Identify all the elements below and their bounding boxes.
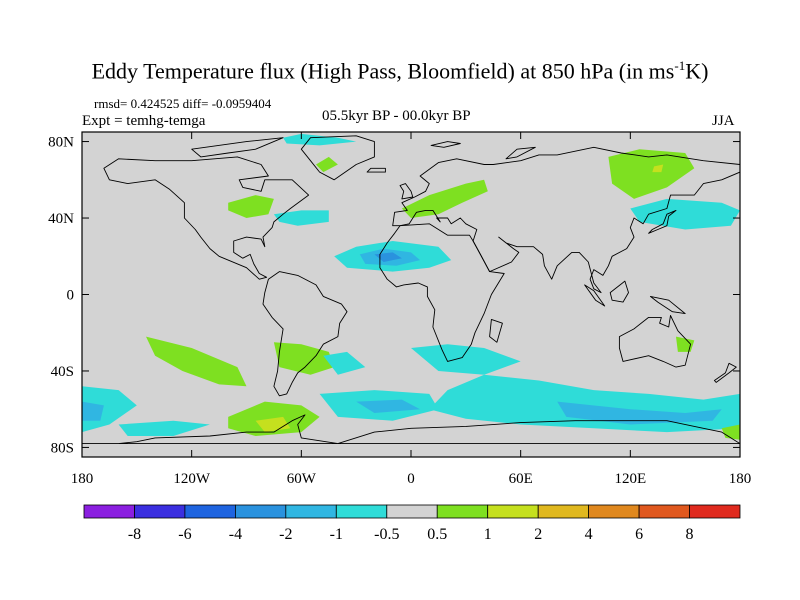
region-nw-atlantic-negative bbox=[273, 210, 329, 226]
coastline-greenland bbox=[300, 135, 375, 181]
colorbar-swatch bbox=[537, 504, 590, 519]
title-superscript: -1 bbox=[674, 58, 686, 73]
colorbar-swatch bbox=[285, 504, 337, 519]
coastline-australia bbox=[618, 315, 692, 368]
stats-label: rmsd= 0.424525 diff= -0.0959404 bbox=[94, 96, 272, 111]
y-tick-label: 80S bbox=[51, 440, 74, 456]
coastline-britain bbox=[399, 183, 414, 200]
colorbar-swatch bbox=[638, 504, 690, 519]
y-tick-label: 0 bbox=[67, 288, 75, 304]
region-s-pacific-west-core bbox=[82, 401, 104, 421]
colorbar-label: 4 bbox=[585, 526, 593, 543]
y-tick-label: 40N bbox=[48, 211, 74, 227]
chart-title: Eddy Temperature flux (High Pass, Bloomf… bbox=[0, 58, 800, 84]
colorbar-label: -1 bbox=[330, 526, 343, 543]
season-label: JJA bbox=[712, 113, 735, 129]
region-ross-sea-negative bbox=[118, 420, 210, 436]
coastline-eurasia bbox=[392, 146, 740, 294]
colorbar-label: -2 bbox=[279, 526, 292, 543]
x-tick-label: 120E bbox=[614, 471, 646, 487]
colorbar-swatch bbox=[386, 504, 438, 519]
x-tick-label: 180 bbox=[729, 471, 752, 487]
coastline-japan bbox=[648, 209, 677, 234]
region-tropical-atlantic-deep bbox=[374, 252, 402, 262]
coastline-antarctica bbox=[82, 414, 740, 445]
colorbar-swatch bbox=[436, 504, 489, 519]
colorbar-label: 8 bbox=[686, 526, 694, 543]
region-europe-positive bbox=[401, 179, 488, 218]
colorbar-label: 6 bbox=[635, 526, 643, 543]
colorbar-label: -8 bbox=[128, 526, 141, 543]
colorbar-label: 2 bbox=[534, 526, 542, 543]
coastline-arctic-islands bbox=[191, 137, 284, 158]
colorbar: -8 -6 -4 -2 -1 -0.5 0.5 1 2 4 6 8 bbox=[83, 504, 741, 543]
title-text: Eddy Temperature flux (High Pass, Bloomf… bbox=[91, 58, 675, 84]
region-greenland-positive bbox=[316, 156, 338, 173]
x-tick-label: 0 bbox=[407, 471, 415, 487]
x-tick-label: 180 bbox=[71, 471, 94, 487]
colorbar-label: 1 bbox=[484, 526, 492, 543]
colorbar-swatch bbox=[83, 504, 135, 519]
coastline-new-guinea bbox=[649, 295, 686, 315]
x-tick-label: 120W bbox=[173, 471, 211, 487]
region-siberia-core bbox=[652, 164, 664, 173]
region-nw-pacific-negative bbox=[630, 198, 740, 230]
colorbar-swatch bbox=[588, 504, 640, 519]
experiment-label: Expt = temhg-temga bbox=[82, 113, 206, 129]
coastline-svalbard bbox=[430, 141, 461, 148]
coastline-new-zealand bbox=[713, 362, 737, 383]
region-s-atlantic-south-core bbox=[356, 399, 421, 413]
colorbar-label: 0.5 bbox=[427, 526, 447, 543]
y-tick-label: 40S bbox=[51, 364, 74, 380]
coastlines bbox=[82, 135, 740, 445]
x-tick-label: 60E bbox=[509, 471, 533, 487]
coastline-south-america bbox=[262, 271, 348, 397]
region-s-indian-core bbox=[557, 401, 722, 425]
colorbar-label: -6 bbox=[178, 526, 191, 543]
region-s-pacific-positive bbox=[146, 336, 247, 387]
coastline-iceland bbox=[366, 167, 386, 173]
coastline-north-america bbox=[103, 156, 310, 280]
region-s-atlantic-negative bbox=[323, 351, 366, 375]
x-axis: 180 120W 60W 0 60E 120E 180 bbox=[71, 132, 752, 487]
colorbar-swatch bbox=[134, 504, 186, 519]
anomaly-regions bbox=[82, 133, 740, 440]
region-e-australia-positive bbox=[721, 424, 740, 440]
region-drake-core bbox=[255, 416, 291, 433]
colorbar-swatch bbox=[184, 504, 236, 519]
coastline-sumatra bbox=[584, 284, 606, 307]
region-siberia-positive bbox=[608, 149, 695, 199]
colorbar-swatch bbox=[335, 504, 388, 519]
title-end: K) bbox=[685, 58, 709, 84]
coastline-novaya-zemlya bbox=[505, 146, 536, 160]
colorbar-swatch bbox=[487, 504, 539, 519]
coastline-madagascar bbox=[489, 318, 503, 343]
region-n-atlantic-positive bbox=[228, 195, 274, 218]
coastline-africa bbox=[379, 223, 505, 362]
y-axis: 80N 40N 0 40S 80S bbox=[48, 135, 740, 456]
region-s-atlantic-east-negative bbox=[411, 344, 521, 375]
colorbar-swatch bbox=[234, 504, 287, 519]
colorbar-label: -0.5 bbox=[374, 526, 399, 543]
colorbar-swatch bbox=[689, 504, 741, 519]
y-tick-label: 80N bbox=[48, 135, 74, 151]
x-tick-label: 60W bbox=[287, 471, 317, 487]
colorbar-label: -4 bbox=[229, 526, 242, 543]
period-label: 05.5kyr BP - 00.0kyr BP bbox=[322, 108, 471, 124]
coastline-borneo bbox=[609, 280, 629, 303]
